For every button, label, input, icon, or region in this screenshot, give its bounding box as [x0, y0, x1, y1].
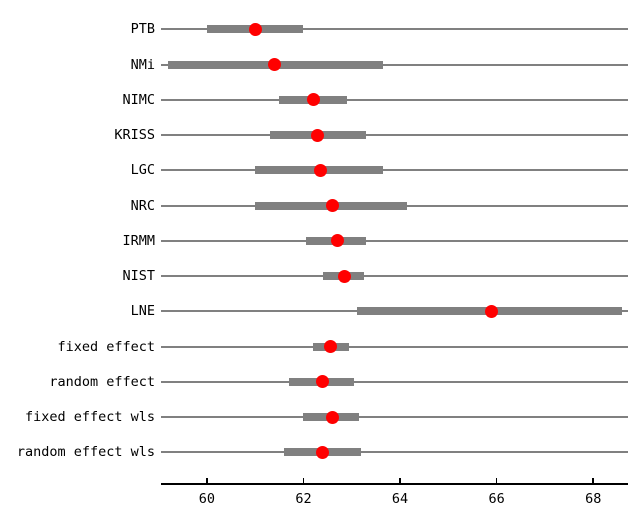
- row-label: LGC: [130, 162, 155, 179]
- interval-line: [161, 63, 628, 66]
- estimate-dot: [248, 22, 262, 36]
- x-tick: [302, 478, 305, 483]
- x-tick-label: 62: [295, 491, 312, 507]
- interval-line: [161, 275, 628, 278]
- interval-line: [161, 134, 628, 137]
- interval-line: [161, 169, 628, 172]
- estimate-dot: [323, 340, 337, 354]
- interval-line: [161, 28, 628, 31]
- row-label: KRISS: [114, 127, 155, 144]
- row-label: LNE: [130, 303, 155, 320]
- estimate-dot: [325, 410, 339, 424]
- row-label: random effect: [49, 373, 155, 390]
- estimate-dot: [485, 304, 499, 318]
- estimate-dot: [313, 163, 327, 177]
- row-label: NMi: [130, 56, 155, 73]
- row-label: fixed effect: [57, 338, 155, 355]
- interval-line: [161, 239, 628, 242]
- x-tick-label: 66: [488, 491, 505, 507]
- x-axis-line: [161, 483, 628, 485]
- estimate-dot: [306, 93, 320, 107]
- estimate-dot: [330, 234, 344, 248]
- row-label: IRMM: [122, 232, 155, 249]
- x-tick-label: 60: [198, 491, 216, 507]
- estimate-dot: [316, 445, 330, 459]
- row-label: random effect wls: [16, 444, 155, 461]
- x-tick: [495, 478, 498, 483]
- estimate-dot: [267, 58, 281, 72]
- interval-line: [161, 345, 628, 348]
- row-label: NRC: [130, 197, 155, 214]
- interval-line: [161, 380, 628, 383]
- interval-line: [161, 98, 628, 101]
- interval-line: [161, 451, 628, 454]
- estimate-dot: [316, 375, 330, 389]
- row-label: NIMC: [122, 91, 155, 108]
- estimate-dot: [338, 269, 352, 283]
- x-tick-label: 64: [391, 491, 409, 507]
- interval-line: [161, 416, 628, 419]
- row-label: PTB: [130, 21, 155, 38]
- row-label: NIST: [122, 268, 155, 285]
- row-label: fixed effect wls: [24, 409, 155, 426]
- estimate-dot: [325, 199, 339, 213]
- x-tick-label: 68: [585, 491, 602, 507]
- x-tick: [206, 478, 208, 483]
- x-tick: [592, 478, 594, 483]
- x-tick: [399, 478, 401, 483]
- estimate-dot: [311, 128, 325, 142]
